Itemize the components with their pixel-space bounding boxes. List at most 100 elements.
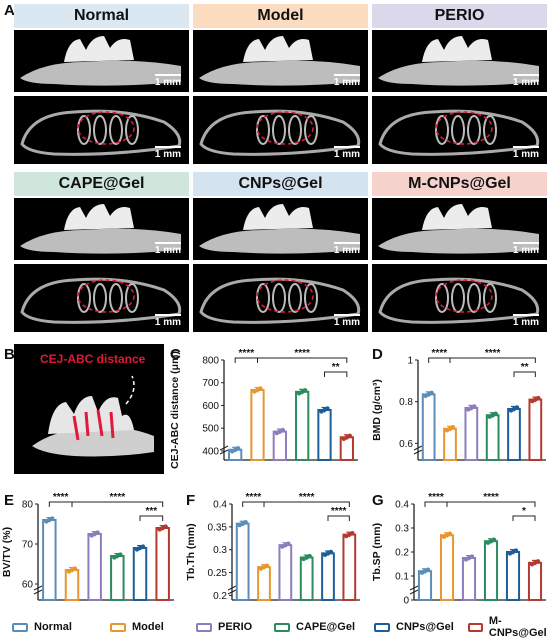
group-title-perio: PERIO (372, 4, 547, 28)
scale-bar-label: 1 mm (154, 149, 181, 160)
legend-label: PERIO (218, 621, 253, 633)
data-point (429, 390, 434, 396)
significance-bracket (324, 371, 348, 377)
bar-model (443, 427, 457, 461)
y-tick-label: 60 (22, 580, 34, 591)
data-point (535, 559, 541, 564)
legend-swatch (110, 622, 126, 632)
significance-bracket (139, 515, 164, 521)
data-point (72, 566, 78, 571)
ct-section-image-3: 1 mm (372, 96, 547, 164)
legend-label: CAPE@Gel (296, 621, 356, 633)
significance-bracket (513, 371, 536, 377)
significance-bracket (449, 357, 536, 363)
data-point (302, 388, 308, 393)
data-point (118, 552, 123, 557)
legend-item-perio: PERIO (196, 618, 252, 636)
scale-bar-label: 1 mm (154, 77, 181, 88)
data-point (235, 446, 241, 451)
y-axis-label: BV/TV (%) (1, 527, 13, 577)
scale-bar: 1 mm (155, 242, 181, 256)
y-tick-label: 0.2 (213, 591, 227, 602)
y-tick-label: 0.4 (395, 500, 409, 511)
legend-item-m-cnps-gel: M-CNPs@Gel (468, 615, 553, 639)
data-point (469, 554, 475, 559)
scale-bar: 1 mm (155, 74, 181, 88)
ct-3d-image-3: 1 mm (372, 30, 547, 92)
scale-bar-label: 1 mm (333, 149, 360, 160)
significance-bracket (71, 501, 164, 507)
data-point (350, 530, 355, 536)
data-point (258, 386, 263, 391)
jaw-section-render (20, 109, 182, 156)
legend-swatch (274, 622, 290, 632)
legend-swatch (196, 622, 212, 632)
scale-bar: 1 mm (513, 314, 539, 328)
bar-model (64, 569, 80, 601)
panel-letter-d: D (372, 346, 383, 363)
scale-bar: 1 mm (155, 314, 181, 328)
data-point (493, 411, 498, 416)
legend-swatch (12, 622, 28, 632)
data-point (491, 537, 497, 542)
bar-model (257, 566, 271, 602)
significance-label: **** (483, 492, 499, 503)
significance-label: **** (299, 492, 315, 503)
scale-bar-label: 1 mm (512, 77, 539, 88)
ct-3d-image-2: 1 mm (193, 30, 368, 92)
significance-bracket (263, 501, 350, 507)
significance-bracket (512, 515, 536, 521)
jaw-section-render (378, 277, 540, 324)
panel-letter-b: B (4, 346, 15, 363)
scale-bar: 1 mm (334, 146, 360, 160)
data-point (447, 531, 453, 536)
scale-bar-line (512, 314, 539, 316)
significance-bracket (446, 501, 536, 507)
data-point (307, 553, 312, 559)
scale-bar-label: 1 mm (512, 149, 539, 160)
legend-label: Model (132, 621, 164, 633)
significance-label: **** (294, 348, 310, 359)
y-tick-label: 500 (202, 424, 219, 435)
jaw-section-render (378, 109, 540, 156)
y-tick-label: 0.25 (208, 568, 228, 579)
significance-label: **** (246, 492, 262, 503)
bar-perio (464, 406, 479, 461)
chart-f: 0.2 0.25 0.3 0.35 0.4 Tb.Th (mm) **** **** **** (185, 492, 360, 602)
bar-cape-gel (299, 556, 314, 602)
y-axis-label: BMD (g/cm³) (371, 379, 383, 441)
bar-normal (421, 393, 436, 461)
legend-item-normal: Normal (12, 618, 72, 636)
y-tick-label: 70 (22, 540, 34, 551)
bar-cape-gel (110, 555, 125, 601)
scale-bar-label: 1 mm (154, 317, 181, 328)
significance-label: **** (110, 492, 126, 503)
data-point (347, 433, 353, 438)
y-tick-label: 1 (407, 356, 413, 367)
scale-bar-label: 1 mm (333, 317, 360, 328)
y-axis-label: Tb.Th (mm) (185, 523, 197, 580)
group-title-cnps-gel: CNPs@Gel (193, 172, 368, 196)
bar-m-cnps-gel (528, 398, 543, 461)
bar-model (250, 389, 265, 461)
data-point (140, 544, 146, 549)
ct-3d-image-6: 1 mm (372, 198, 547, 260)
y-tick-label: 0.35 (208, 522, 228, 533)
significance-label: **** (53, 492, 69, 503)
legend-label: CNPs@Gel (396, 621, 454, 633)
scale-bar: 1 mm (513, 74, 539, 88)
data-point (513, 548, 519, 553)
scale-bar-line (154, 314, 181, 316)
bar-perio (87, 533, 102, 601)
y-tick-label: 0.6 (399, 439, 413, 450)
significance-label: **** (485, 348, 501, 359)
group-title-cape-gel: CAPE@Gel (14, 172, 189, 196)
panel-b-jaw-render (14, 344, 164, 474)
jaw-3d-render (378, 36, 539, 86)
jaw-3d-render (20, 204, 181, 254)
data-point (95, 530, 100, 535)
jaw-section-render (20, 277, 182, 324)
y-tick-label: 0.4 (213, 500, 227, 511)
